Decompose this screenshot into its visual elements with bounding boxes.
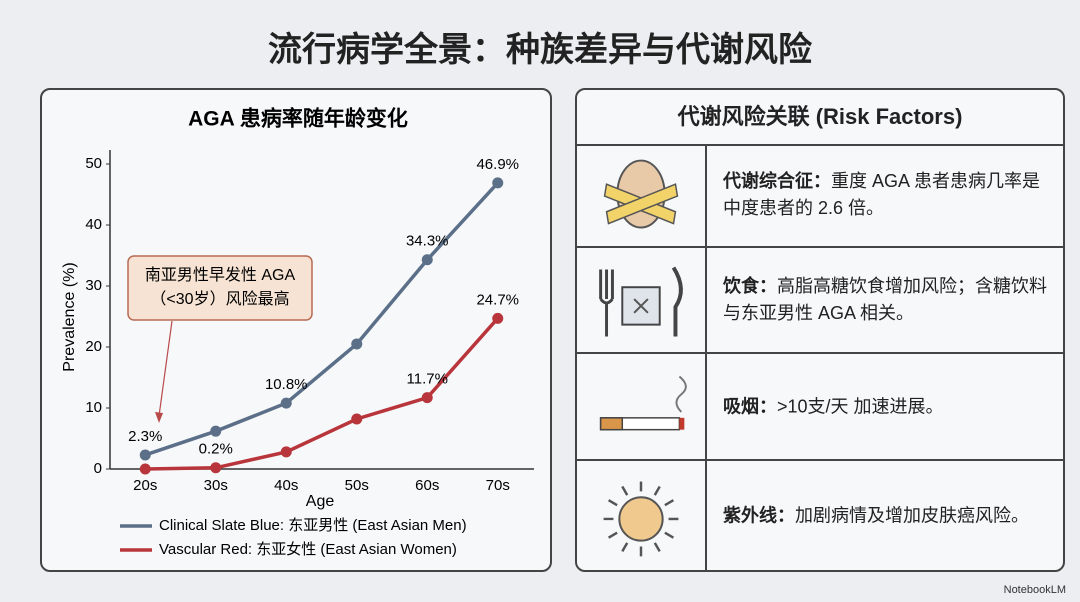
legend-label: Clinical Slate Blue: 东亚男性 (East Asian Me… — [159, 517, 467, 534]
data-point — [351, 338, 363, 350]
value-label: 24.7% — [476, 291, 519, 308]
risk-row: 吸烟：>10支/天 加速进展。 — [577, 354, 1063, 461]
risk-description: 高脂高糖饮食增加风险；含糖饮料与东亚男性 AGA 相关。 — [723, 276, 1047, 323]
risk-row: 饮食：高脂高糖饮食增加风险；含糖饮料与东亚男性 AGA 相关。 — [577, 248, 1063, 354]
page-title: 流行病学全景：种族差异与代谢风险 — [268, 32, 812, 69]
y-tick-label: 30 — [85, 277, 102, 294]
annotation-text: （<30岁）风险最高 — [150, 290, 289, 308]
annotation-arrow — [158, 320, 173, 417]
risk-text: 代谢综合征：重度 AGA 患者患病几率是中度患者的 2.6 倍。 — [723, 168, 1049, 222]
chart-panel: AGA 患病率随年龄变化 Prevalence (%) Age 南亚男性早发性 … — [40, 88, 552, 572]
risk-label: 紫外线： — [723, 505, 795, 525]
risk-text: 饮食：高脂高糖饮食增加风险；含糖饮料与东亚男性 AGA 相关。 — [723, 273, 1049, 327]
risk-icon — [577, 461, 707, 570]
y-tick-label: 20 — [85, 338, 102, 355]
risk-icon — [577, 144, 707, 246]
data-point — [421, 392, 433, 404]
y-axis-label: Prevalence (%) — [61, 262, 78, 371]
x-tick-label: 70s — [486, 477, 510, 494]
risk-panel: 代谢风险关联 (Risk Factors) 代谢综合征：重度 AGA 患者患病几… — [575, 88, 1065, 572]
risk-description: 加剧病情及增加皮肤癌风险。 — [795, 505, 1029, 525]
icon-graphic — [599, 375, 687, 430]
x-tick-label: 50s — [345, 477, 369, 494]
risk-label: 吸烟： — [723, 396, 777, 416]
risk-label: 代谢综合征： — [723, 171, 831, 191]
value-label: 11.7% — [407, 371, 448, 388]
watermark: NotebookLM — [1003, 584, 1066, 596]
data-point — [280, 446, 292, 458]
data-point — [139, 463, 151, 475]
risk-title: 代谢风险关联 (Risk Factors) — [577, 90, 1063, 146]
x-tick-label: 30s — [204, 477, 228, 494]
risk-text: 紫外线：加剧病情及增加皮肤癌风险。 — [723, 502, 1049, 529]
y-tick-label: 40 — [85, 216, 102, 233]
annotation-arrowhead — [155, 412, 163, 423]
chart: AGA 患病率随年龄变化 Prevalence (%) Age 南亚男性早发性 … — [61, 107, 534, 558]
x-tick-label: 60s — [415, 477, 439, 494]
risk-icon — [577, 354, 707, 459]
y-tick-label: 10 — [85, 399, 102, 416]
risk-icon — [577, 248, 707, 352]
risk-row: 紫外线：加剧病情及增加皮肤癌风险。 — [577, 461, 1063, 570]
data-point — [351, 413, 363, 425]
icon-graphic — [603, 159, 679, 229]
legend-label: Vascular Red: 东亚女性 (East Asian Women) — [159, 540, 457, 558]
risk-description: >10支/天 加速进展。 — [777, 396, 944, 416]
value-label: 46.9% — [476, 156, 519, 173]
risk-row: 代谢综合征：重度 AGA 患者患病几率是中度患者的 2.6 倍。 — [577, 144, 1063, 248]
annotation-box — [127, 255, 313, 321]
icon-graphic — [599, 266, 683, 337]
data-point — [492, 177, 504, 189]
x-axis-label: Age — [306, 493, 335, 510]
x-tick-label: 20s — [133, 477, 157, 494]
value-label: 10.8% — [265, 376, 308, 393]
chart-title: AGA 患病率随年龄变化 — [188, 107, 408, 131]
data-point — [492, 312, 504, 324]
series-line — [145, 317, 500, 471]
icon-graphic — [603, 481, 679, 556]
x-tick-label: 40s — [274, 477, 298, 494]
value-label: 0.2% — [199, 441, 233, 458]
risk-text: 吸烟：>10支/天 加速进展。 — [723, 393, 1049, 420]
series-line — [144, 181, 500, 457]
risk-description: 重度 AGA 患者患病几率是中度患者的 2.6 倍。 — [723, 171, 1041, 218]
data-point — [139, 449, 151, 461]
annotation-text: 南亚男性早发性 AGA — [145, 266, 296, 284]
data-point — [421, 254, 433, 266]
y-tick-label: 50 — [85, 155, 102, 172]
value-label: 2.3% — [128, 428, 162, 445]
data-point — [210, 425, 222, 437]
risk-label: 饮食： — [723, 276, 777, 296]
data-point — [210, 462, 222, 474]
y-tick-label: 0 — [94, 460, 102, 477]
value-label: 34.3% — [406, 233, 449, 250]
data-point — [280, 397, 292, 409]
